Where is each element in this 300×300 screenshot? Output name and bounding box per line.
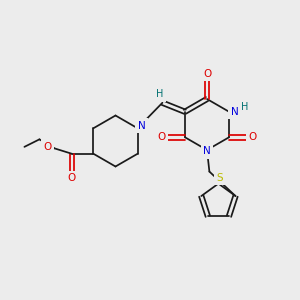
Text: N: N <box>138 121 146 131</box>
Text: O: O <box>248 132 256 142</box>
Text: H: H <box>156 89 164 99</box>
Text: N: N <box>231 107 239 117</box>
Text: O: O <box>44 142 52 152</box>
Text: S: S <box>217 172 223 183</box>
Text: O: O <box>158 132 166 142</box>
Text: O: O <box>203 69 211 79</box>
Text: N: N <box>203 146 211 157</box>
Text: H: H <box>241 102 248 112</box>
Text: O: O <box>68 173 76 183</box>
